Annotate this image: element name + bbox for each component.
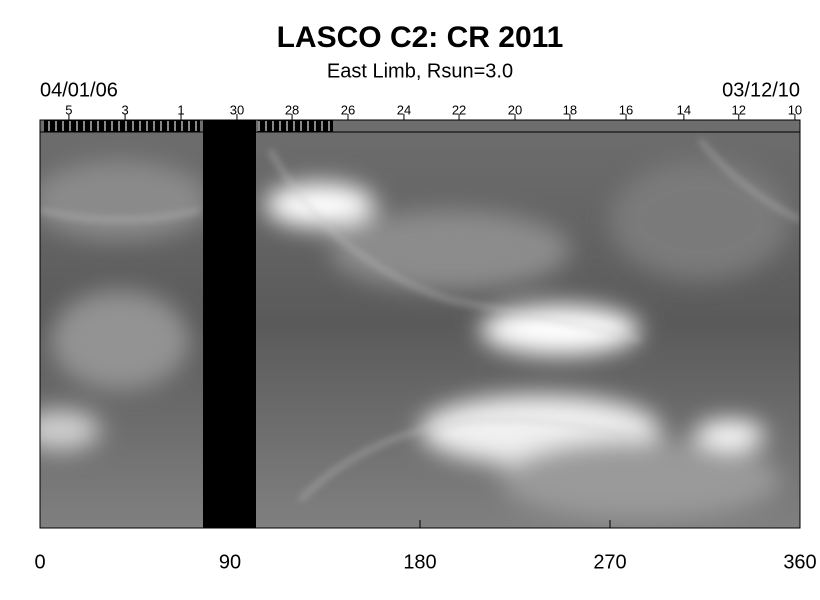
top-tick-label: 24 (397, 102, 411, 117)
top-tick-label: 16 (619, 102, 633, 117)
strip-gap (111, 121, 113, 131)
x-tick-label: 180 (403, 551, 436, 573)
strip-gap (265, 121, 267, 131)
strip-gap (160, 121, 162, 131)
top-tick-label: 30 (230, 102, 244, 117)
strip-gap (132, 121, 134, 131)
strip-gap (146, 121, 148, 131)
start-date: 04/01/06 (40, 79, 118, 101)
strip-gap (83, 121, 85, 131)
top-tick-label: 28 (285, 102, 299, 117)
strip-gap (139, 121, 141, 131)
chart-subtitle: East Limb, Rsun=3.0 (327, 60, 513, 82)
strip-gap (97, 121, 99, 131)
strip-gap (181, 121, 183, 131)
x-tick-label: 360 (783, 551, 816, 573)
top-tick-label: 14 (677, 102, 691, 117)
strip-gap (258, 121, 260, 131)
strip-gap (174, 121, 176, 131)
top-tick-label: 1 (177, 102, 184, 117)
x-tick-label: 90 (219, 551, 241, 573)
strip-gap (76, 121, 78, 131)
strip-gap (300, 121, 302, 131)
chart-title: LASCO C2: CR 2011 (277, 21, 564, 54)
strip-gap (286, 121, 288, 131)
strip-gap (125, 121, 127, 131)
strip-gap (104, 121, 106, 131)
top-tick-label: 20 (508, 102, 522, 117)
end-date: 03/12/10 (722, 79, 800, 101)
top-tick-label: 3 (121, 102, 128, 117)
strip-gap (307, 121, 309, 131)
strip-gap (272, 121, 274, 131)
strip-gap (279, 121, 281, 131)
coverage-strip (39, 119, 801, 133)
top-tick-label: 5 (65, 102, 72, 117)
top-tick-label: 18 (563, 102, 577, 117)
strip-gap (188, 121, 190, 131)
strip-gap (69, 121, 71, 131)
strip-gap (167, 121, 169, 131)
strip-gap (328, 121, 330, 131)
strip-gap (118, 121, 120, 131)
strip-gap (62, 121, 64, 131)
top-tick-label: 26 (341, 102, 355, 117)
strip-gap (293, 121, 295, 131)
x-tick-label: 270 (593, 551, 626, 573)
strip-gap (90, 121, 92, 131)
top-tick-label: 12 (732, 102, 746, 117)
strip-gap (48, 121, 50, 131)
map-image (40, 120, 800, 528)
strip-gap (153, 121, 155, 131)
x-tick-label: 0 (34, 551, 45, 573)
strip-gap (195, 121, 197, 131)
strip-gap (321, 121, 323, 131)
strip-gap (314, 121, 316, 131)
top-tick-label: 10 (788, 102, 802, 117)
strip-gap (55, 121, 57, 131)
top-tick-label: 22 (452, 102, 466, 117)
